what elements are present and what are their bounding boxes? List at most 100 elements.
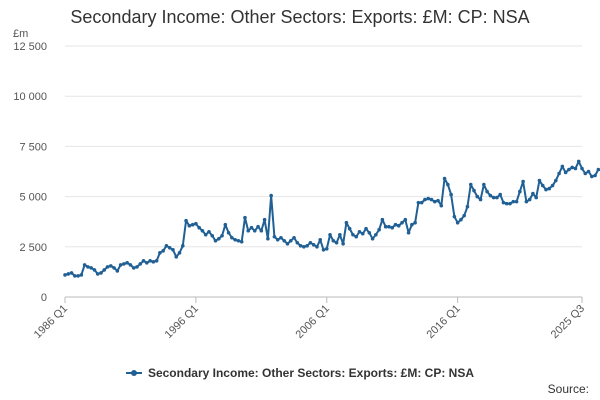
data-point — [220, 233, 224, 238]
data-point — [226, 230, 231, 235]
data-point — [390, 225, 395, 230]
data-point — [370, 236, 375, 241]
data-point — [429, 197, 434, 202]
data-point — [570, 165, 574, 170]
y-tick-label: 5 000 — [19, 192, 47, 204]
data-point — [344, 220, 349, 225]
data-point — [298, 244, 303, 248]
data-point — [145, 261, 149, 265]
data-point — [400, 220, 404, 225]
data-point — [158, 251, 162, 255]
x-axis: 1986 Q1 1996 Q1 2006 Q1 2016 Q1 2025 Q3 — [32, 297, 587, 341]
data-point — [524, 199, 529, 204]
data-point — [393, 222, 398, 227]
data-point — [82, 263, 87, 267]
data-point — [455, 220, 460, 225]
data-point — [246, 228, 251, 233]
data-point — [239, 239, 244, 244]
data-point — [213, 238, 218, 243]
data-point — [148, 259, 152, 263]
y-axis-ticks: 0 2 500 5 000 7 500 10 000 12 500 — [13, 41, 47, 304]
data-point — [367, 230, 372, 235]
data-point — [99, 271, 103, 275]
data-point — [590, 174, 594, 179]
data-point — [69, 271, 74, 275]
data-point — [504, 201, 509, 206]
data-point — [459, 217, 463, 222]
data-point — [285, 241, 290, 246]
data-point — [514, 199, 519, 204]
chart-title: Secondary Income: Other Sectors: Exports… — [70, 7, 530, 27]
data-point — [305, 244, 309, 248]
data-point — [292, 235, 296, 240]
data-point — [174, 255, 179, 259]
data-point — [567, 167, 571, 172]
data-point — [560, 164, 565, 169]
data-point — [387, 224, 391, 229]
data-point — [302, 245, 306, 249]
x-tick-label: 2025 Q3 — [549, 303, 587, 341]
data-point — [596, 167, 600, 172]
data-point — [426, 196, 431, 201]
legend: Secondary Income: Other Sectors: Exports… — [0, 366, 600, 380]
data-point — [266, 236, 270, 241]
data-point — [141, 259, 146, 263]
data-point — [475, 194, 480, 199]
data-point — [511, 199, 516, 204]
data-point — [406, 230, 411, 235]
data-point — [233, 237, 237, 242]
data-point — [131, 266, 136, 270]
data-point — [138, 262, 143, 266]
legend-label: Secondary Income: Other Sectors: Exports… — [147, 366, 475, 380]
legend-line-marker-icon — [125, 368, 142, 378]
y-tick-label: 0 — [41, 292, 47, 304]
data-point — [554, 178, 558, 183]
data-point — [508, 201, 512, 206]
data-point — [478, 197, 483, 202]
data-point — [534, 195, 538, 200]
data-point — [295, 240, 300, 245]
data-point — [197, 225, 201, 230]
data-point — [118, 263, 123, 267]
data-point — [537, 178, 542, 183]
data-point — [472, 188, 476, 193]
data-point — [177, 251, 182, 255]
data-point — [95, 272, 100, 276]
data-point — [465, 204, 470, 209]
data-point — [462, 213, 467, 218]
data-point — [223, 222, 228, 227]
data-point — [360, 231, 365, 236]
data-point — [488, 193, 493, 198]
data-point — [495, 195, 499, 200]
data-point — [364, 226, 368, 231]
data-point — [190, 222, 195, 227]
data-point — [76, 274, 80, 278]
data-point — [338, 232, 342, 237]
data-point — [272, 234, 277, 239]
data-point — [468, 182, 473, 187]
data-point — [331, 238, 336, 243]
data-point — [200, 228, 205, 233]
data-point — [279, 235, 283, 240]
data-point — [311, 242, 316, 247]
data-point — [586, 169, 591, 174]
data-point — [334, 240, 339, 245]
data-point — [128, 263, 133, 267]
data-point — [521, 179, 525, 184]
data-point — [308, 240, 313, 245]
data-point — [236, 238, 241, 243]
data-point — [109, 264, 113, 268]
data-point — [328, 232, 332, 237]
data-point — [230, 235, 234, 240]
data-point — [122, 262, 126, 266]
data-point — [377, 227, 381, 232]
data-point — [125, 261, 129, 265]
data-point — [181, 244, 185, 248]
data-point — [207, 229, 211, 234]
data-point — [151, 260, 156, 264]
data-point — [540, 183, 545, 188]
data-point — [249, 225, 254, 230]
data-point — [321, 248, 326, 252]
data-point — [501, 200, 506, 205]
